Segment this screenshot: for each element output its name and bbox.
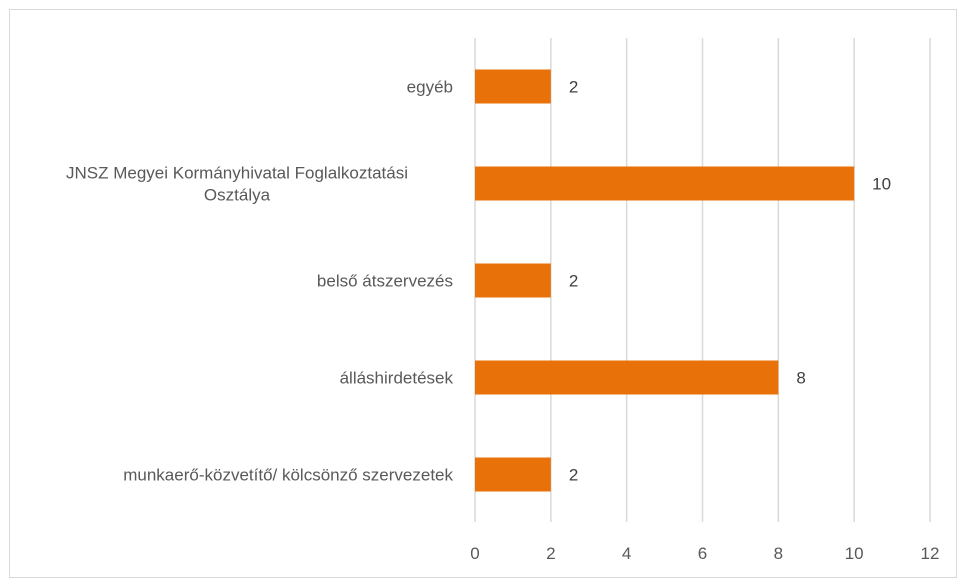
bar-3: [475, 360, 779, 395]
data-label-0: 2: [569, 78, 578, 97]
gridlines: [474, 38, 931, 522]
category-label-1-line-1: Osztálya: [204, 186, 271, 205]
category-label-4-line-0: munkaerő-közvetítő/ kölcsönző szervezete…: [123, 466, 453, 485]
data-label-1: 10: [872, 175, 891, 194]
x-tick-label-10: 10: [845, 544, 864, 563]
x-tick-label-6: 6: [698, 544, 707, 563]
category-label-3-line-0: álláshirdetések: [340, 369, 454, 388]
category-label-2: belső átszervezés: [317, 272, 453, 291]
bar-2: [475, 263, 551, 298]
data-label-3: 8: [796, 369, 805, 388]
x-tick-label-8: 8: [774, 544, 783, 563]
x-tick-label-2: 2: [546, 544, 555, 563]
bar-0: [475, 69, 551, 104]
x-tick-label-4: 4: [622, 544, 631, 563]
bar-1: [475, 166, 855, 201]
category-label-4: munkaerő-közvetítő/ kölcsönző szervezete…: [123, 466, 453, 485]
category-labels: egyéb JNSZ Megyei Kormányhivatal Foglalko…: [66, 78, 454, 485]
bar-4: [475, 457, 551, 492]
x-tick-labels: 0 2 4 6 8 10 12: [470, 544, 939, 563]
data-label-4: 2: [569, 466, 578, 485]
category-label-1-line-0: JNSZ Megyei Kormányhivatal Foglalkoztatá…: [66, 164, 408, 183]
x-tick-label-0: 0: [470, 544, 479, 563]
category-label-2-line-0: belső átszervezés: [317, 272, 453, 291]
bars: [475, 69, 855, 492]
category-label-1: JNSZ Megyei Kormányhivatal Foglalkoztatá…: [66, 164, 408, 205]
category-label-0: egyéb: [407, 78, 453, 97]
data-label-2: 2: [569, 272, 578, 291]
category-label-3: álláshirdetések: [340, 369, 454, 388]
x-tick-label-12: 12: [921, 544, 940, 563]
data-labels: 2 10 2 8 2: [569, 78, 891, 485]
category-label-0-line-0: egyéb: [407, 78, 453, 97]
